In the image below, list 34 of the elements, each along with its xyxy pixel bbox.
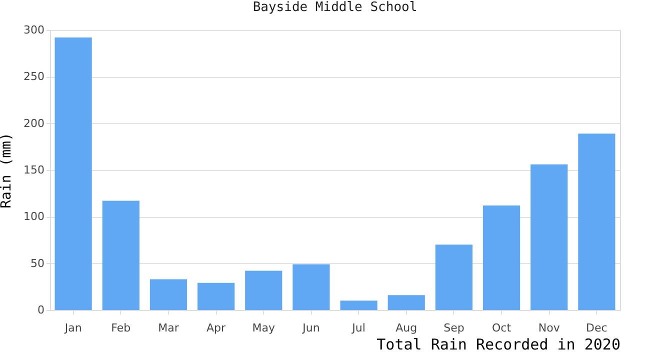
bar (340, 300, 378, 310)
x-tick-label: Mar (158, 322, 180, 334)
y-tick-label: 50 (30, 256, 44, 270)
bar (530, 164, 568, 310)
y-axis-title: Rain (mm) (0, 132, 15, 208)
x-tick-label: Aug (396, 322, 418, 334)
x-axis-title: Total Rain Recorded in 2020 (376, 336, 620, 354)
x-tick-label: Apr (206, 322, 226, 334)
x-tick-label: Feb (111, 322, 131, 334)
bar (245, 270, 282, 310)
y-tick-label: 100 (24, 210, 44, 224)
x-tick-label: Sep (444, 322, 464, 334)
bar (54, 37, 92, 310)
x-tick-label: Jul (351, 322, 366, 334)
y-tick-label: 0 (38, 304, 44, 316)
bar (388, 295, 425, 310)
y-tick-label: 200 (24, 116, 44, 130)
y-tick-label: 300 (24, 24, 44, 36)
x-tick-label: Jun (302, 322, 320, 334)
bar (292, 264, 330, 310)
bar (578, 134, 616, 310)
chart-title: Bayside Middle School (252, 0, 418, 15)
x-tick-label: Jan (64, 322, 82, 334)
bar (435, 244, 473, 310)
bar (150, 279, 188, 310)
x-tick-label: Oct (492, 322, 512, 334)
bar (482, 205, 520, 310)
x-tick-label: Dec (586, 322, 608, 334)
x-tick-label: Nov (538, 322, 560, 334)
bar (197, 282, 235, 310)
bar (102, 200, 140, 310)
y-tick-label: 150 (24, 164, 44, 176)
y-tick-label: 250 (24, 70, 44, 84)
x-tick-label: May (252, 322, 276, 334)
